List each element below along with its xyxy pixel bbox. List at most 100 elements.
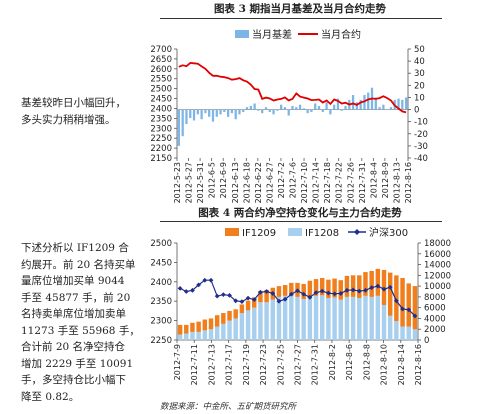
basis-bar: [238, 109, 241, 115]
if1209-bar: [282, 285, 288, 296]
right-tick-label: 50: [414, 45, 425, 55]
basis-bar: [359, 99, 362, 110]
x-tick-label: 2012-6-27: [265, 162, 274, 203]
basis-bar: [280, 104, 283, 110]
right-tick-label: 8000: [424, 293, 446, 303]
figure4-title-rule: [160, 221, 442, 222]
basis-bar: [378, 107, 381, 110]
if1208-bar: [233, 318, 238, 340]
x-tick-label: 2012-6-22: [254, 162, 263, 203]
x-tick-label: 2012-5-23: [173, 162, 182, 203]
basis-bar: [257, 109, 260, 111]
if1209-bar: [357, 275, 362, 298]
if1208-bar: [363, 295, 368, 340]
if1209-bar: [177, 324, 183, 335]
if1208-bar: [245, 310, 251, 340]
right-tick-label: 2000: [424, 325, 446, 335]
if1209-bar: [233, 309, 238, 319]
basis-bar: [223, 109, 226, 112]
if1208-bar: [196, 331, 201, 340]
basis-bar: [386, 109, 389, 111]
x-tick-label: 2012-7-11: [190, 344, 199, 385]
if1208-bar: [400, 326, 405, 340]
x-tick-label: 2012-7-2: [277, 162, 286, 198]
x-tick-label: 2012-5-27: [185, 162, 194, 203]
if1208-bar: [301, 299, 306, 340]
legend-label-hs300: 沪深300: [369, 226, 408, 239]
hs300-point: [202, 277, 208, 283]
x-tick-label: 2012-8-16: [404, 162, 413, 203]
x-tick-label: 2012-8-6: [345, 344, 354, 380]
hs300-point: [258, 289, 263, 295]
basis-bar: [329, 109, 332, 115]
basis-bar: [397, 98, 400, 110]
if1209-bar: [307, 280, 313, 297]
if1208-bar: [381, 304, 387, 340]
if1208-bar: [282, 295, 288, 340]
left-tick-label: 2700: [150, 45, 172, 55]
legend-swatch-if1208: [288, 228, 302, 236]
if1208-bar: [412, 329, 418, 340]
if1209-bar: [264, 289, 269, 303]
if1209-bar: [400, 278, 405, 327]
hs300-point: [276, 298, 282, 304]
if1209-bar: [350, 275, 356, 297]
x-tick-label: 2012-7-6: [289, 162, 298, 198]
hs300-point: [369, 285, 375, 291]
basis-bar: [317, 105, 321, 110]
right-tick-label: -30: [414, 142, 428, 152]
hs300-point: [393, 298, 399, 304]
left-tick-label: 2350: [150, 297, 172, 307]
if1208-bar: [252, 307, 257, 340]
left-tick-label: 2450: [150, 258, 172, 268]
if1208-bar: [190, 331, 195, 340]
if1209-bar: [258, 290, 263, 303]
basis-bar: [283, 107, 287, 110]
hs300-point: [251, 297, 257, 303]
chart-open-interest: IF1209 IF1208 沪深300 2250 2300 2350 2400 2450 250…: [150, 226, 451, 385]
if1209-bar: [202, 319, 208, 331]
left-tick-label: 2550: [150, 75, 172, 85]
x-tick-label: 2012-7-10: [300, 162, 309, 203]
if1208-bar: [258, 302, 263, 340]
chart-basis-contract: 当月基差 当月合约 21502200225023002350240024502500…: [150, 28, 428, 203]
x-tick-label: 2012-5-31: [196, 162, 205, 203]
if1208-bar: [394, 321, 399, 340]
left-tick-label: 2350: [150, 114, 172, 124]
if1209-bar: [332, 278, 337, 298]
basis-bar: [200, 109, 203, 120]
hs300-point: [301, 291, 307, 297]
basis-bar: [336, 98, 340, 110]
x-tick-label: 2012-6-5: [208, 162, 217, 198]
if1208-bar: [375, 295, 381, 340]
x-tick-label: 2012-8-2: [328, 344, 337, 380]
figure4-side-text: 下述分析以 IF1209 合 约展开。前 20 名持买单 量席位增加买单 904…: [21, 242, 140, 403]
right-tick-label: -20: [414, 130, 428, 140]
right-tick-label: 0: [424, 336, 429, 346]
basis-bar: [177, 109, 181, 146]
basis-bar: [234, 109, 237, 120]
hs300-point: [196, 282, 202, 288]
if1209-bar: [221, 313, 226, 324]
if1209-bar: [375, 268, 381, 296]
if1208-bar: [326, 297, 331, 340]
hs300-point: [183, 289, 189, 294]
right-tick-label: -10: [414, 118, 428, 128]
if1208-bar: [406, 326, 411, 340]
basis-bar: [219, 109, 222, 115]
left-tick-label: 2200: [150, 144, 172, 154]
right-tick-label: 20: [414, 81, 425, 91]
if1209-bar: [338, 280, 343, 300]
basis-bar: [226, 109, 230, 117]
hs300-point: [412, 313, 418, 319]
if1209-bar: [319, 278, 325, 296]
hs300-point: [363, 287, 368, 293]
basis-bar: [321, 109, 324, 112]
basis-bar: [333, 104, 336, 110]
if1208-bar: [295, 296, 300, 340]
basis-bar: [261, 109, 264, 114]
basis-bar: [189, 109, 192, 119]
right-tick-label: 40: [414, 57, 425, 67]
basis-bar: [340, 109, 343, 111]
x-tick-label: 2012-7-22: [335, 162, 344, 203]
